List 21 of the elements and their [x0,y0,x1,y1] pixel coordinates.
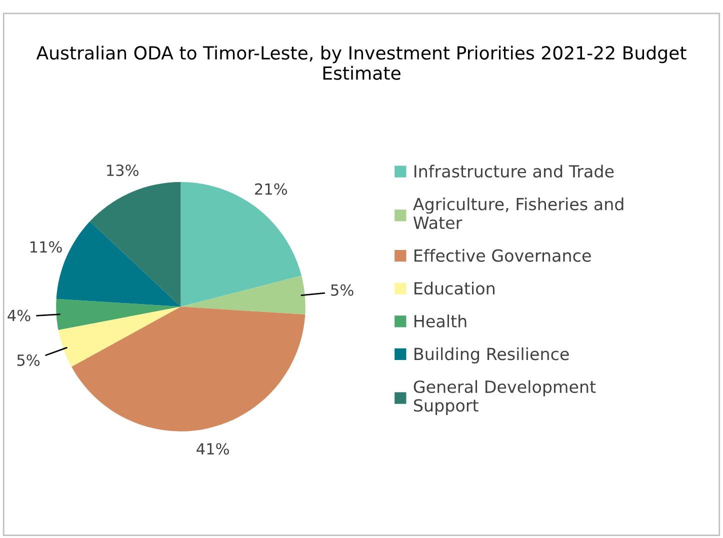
legend-label: Agriculture, Fisheries and Water [413,198,624,230]
data-label: 5% [17,354,40,366]
legend-label: General Development Support [414,380,596,415]
data-label: 5% [331,284,354,296]
pie-slice [180,276,306,314]
pie-slice [180,182,302,307]
data-label: 4% [8,310,30,322]
pie-slice [90,182,181,307]
pie-slice [56,298,181,330]
legend-label: Effective Governance [414,248,591,262]
data-label: 13% [107,164,138,176]
data-label: 21% [255,183,288,195]
legend-label: Health [414,314,466,328]
data-label: 11% [30,241,62,253]
legend-label: Building Resilience [414,347,569,364]
legend-label: Education [414,282,494,295]
pie-slice [58,306,181,367]
chart-title: Australian ODA to Timor-Leste, by Investment Priorities 2021-22 Budget Estimate [36,46,686,80]
legend-label: Infrastructure and Trade [414,164,614,178]
data-label: 41% [196,443,229,455]
pie-slice [72,306,306,432]
